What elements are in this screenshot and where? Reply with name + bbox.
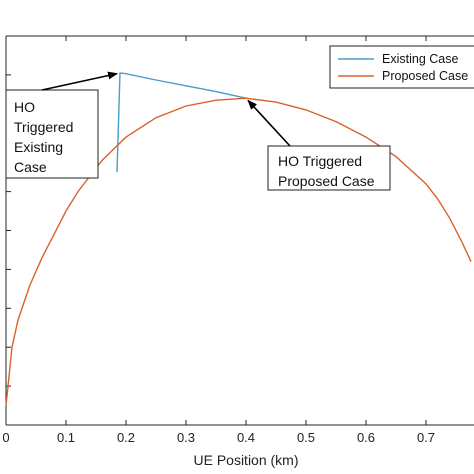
- annotation-box: [267, 145, 391, 191]
- x-tick-label: 0.5: [297, 430, 315, 445]
- legend-box: [329, 45, 474, 89]
- annotation-text: Triggered: [14, 119, 73, 135]
- annotation-text: HO: [14, 99, 35, 115]
- x-tick-label: 0.4: [237, 430, 255, 445]
- annotation-layer: HO Triggered Existing Case HO Triggered Propo…: [5, 71, 391, 191]
- x-tick-label: 0.3: [177, 430, 195, 445]
- annotation-text: Proposed Case: [278, 173, 375, 189]
- annotation-1: HO Triggered Existing Case: [5, 71, 119, 179]
- x-tick-label: 0.6: [357, 430, 375, 445]
- annotation-box: [5, 89, 99, 179]
- annotation-arrow: [41, 71, 119, 91]
- series-line-proposed-case: [5, 97, 472, 406]
- annotation-arrow: [247, 99, 291, 147]
- annotation-text: Existing: [14, 139, 63, 155]
- x-axis-label: UE Position (km): [193, 452, 298, 468]
- annotation-2: HO Triggered Proposed Case: [247, 99, 391, 191]
- x-tick-label: 0: [2, 430, 9, 445]
- annotation-text: HO Triggered: [278, 153, 362, 169]
- legend: Existing Case Proposed Case: [329, 45, 474, 89]
- x-tick-label: 0.2: [117, 430, 135, 445]
- series-line-existing-case: [116, 72, 247, 173]
- x-tick-label: 0.1: [57, 430, 75, 445]
- annotation-text: Case: [14, 159, 47, 175]
- legend-label: Existing Case: [382, 52, 458, 66]
- series-layer: [5, 72, 472, 406]
- x-tick-label: 0.7: [417, 430, 435, 445]
- legend-label: Proposed Case: [382, 69, 468, 83]
